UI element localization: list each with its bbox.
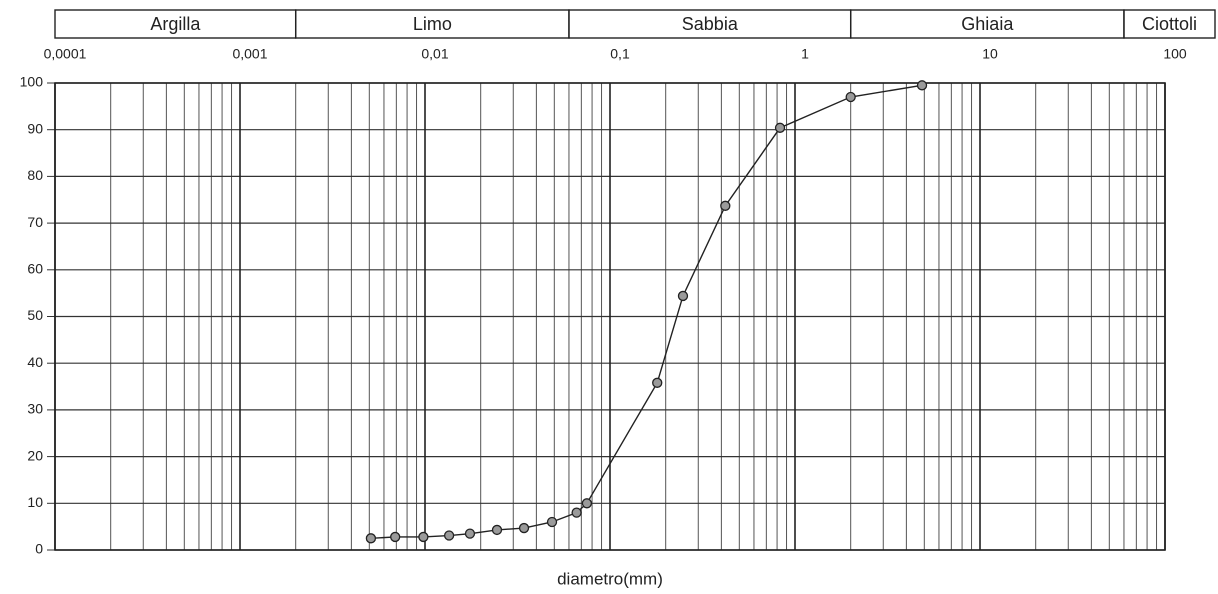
y-tick-label: 40 [27, 354, 43, 370]
y-tick-label: 10 [27, 494, 43, 510]
data-point [581, 498, 593, 509]
data-point [365, 533, 377, 544]
x-tick-label: 0,1 [610, 46, 630, 62]
data-point [443, 530, 455, 541]
data-line [370, 84, 923, 540]
data-point [916, 80, 928, 91]
band-label: Limo [413, 14, 452, 34]
y-tick-label: 80 [27, 167, 43, 183]
band-box [1123, 9, 1216, 39]
y-tick-label: 90 [27, 120, 43, 136]
x-tick-label: 0,0001 [44, 46, 87, 62]
band-label: Ghiaia [961, 14, 1014, 34]
data-point [845, 91, 856, 103]
data-point [390, 531, 401, 543]
y-tick-label: 20 [27, 447, 43, 463]
y-tick-label: 50 [27, 307, 43, 323]
y-tick-label: 70 [27, 214, 43, 230]
data-point [774, 122, 786, 133]
x-tick-label: 1 [801, 46, 809, 62]
data-point [418, 531, 429, 543]
data-point [518, 522, 530, 534]
x-tick-label: 100 [1163, 46, 1187, 62]
y-tick-label: 30 [27, 401, 43, 417]
x-tick-label: 0,01 [421, 46, 448, 62]
x-axis-title: diametro(mm) [557, 569, 663, 588]
data-point [720, 200, 731, 211]
plot-frame [54, 82, 1166, 551]
data-point [546, 516, 558, 528]
band-label: Sabbia [682, 14, 739, 34]
y-tick-label: 100 [20, 74, 44, 90]
data-point [464, 528, 476, 539]
data-point [571, 507, 582, 518]
y-tick-label: 0 [35, 541, 43, 557]
data-point [491, 524, 503, 536]
band-label: Ciottoli [1142, 14, 1197, 34]
y-tick-label: 60 [27, 261, 43, 277]
data-point [652, 377, 663, 388]
data-point [677, 290, 689, 302]
x-tick-label: 0,001 [232, 46, 267, 62]
x-tick-label: 10 [982, 46, 998, 62]
band-label: Argilla [150, 14, 201, 34]
